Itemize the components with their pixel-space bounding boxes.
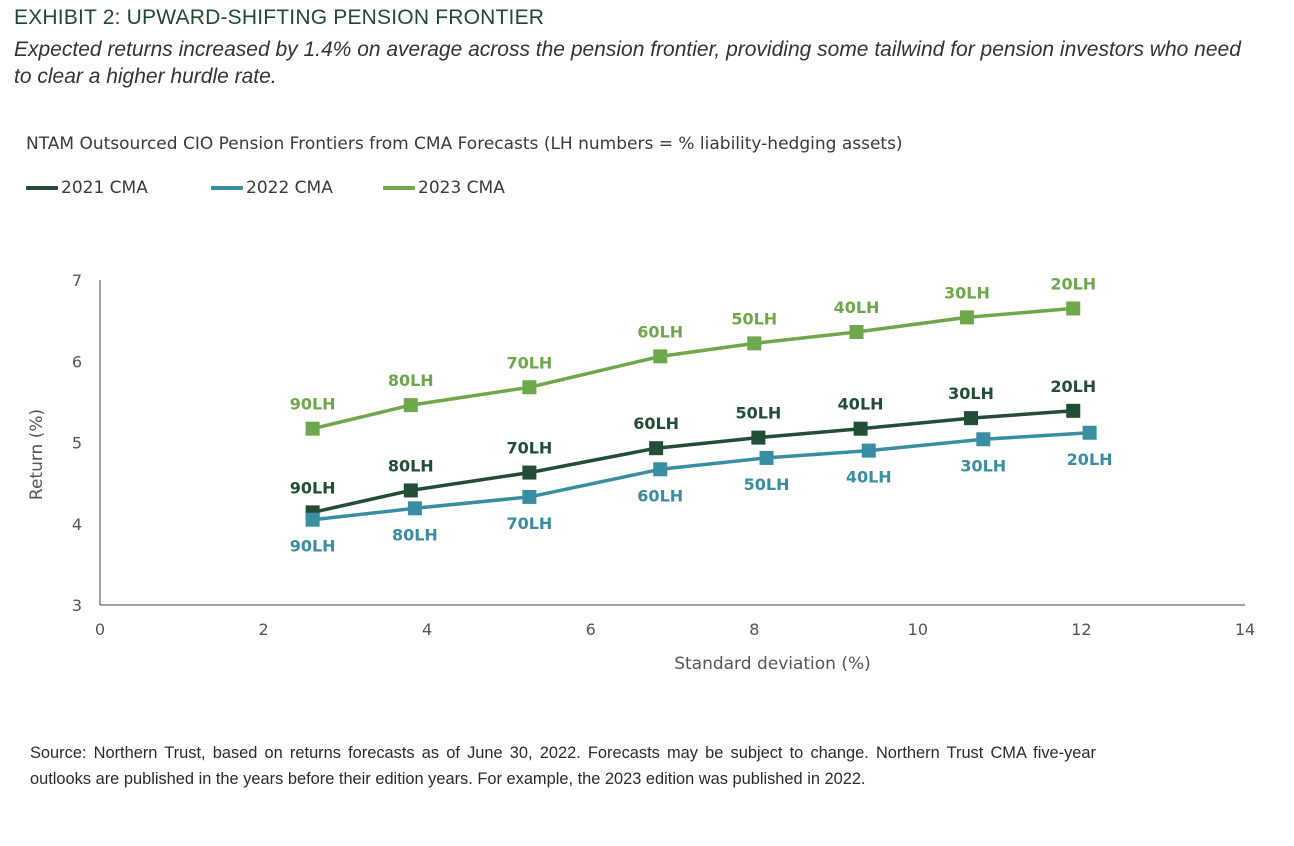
data-point-2023-cma [959, 310, 974, 325]
x-tick-label: 10 [908, 620, 928, 639]
data-label-2021-cma: 70LH [506, 439, 552, 458]
data-label-2021-cma: 40LH [838, 395, 884, 414]
data-label-2022-cma: 30LH [960, 456, 1006, 475]
series-line-2022-cma [312, 431, 1090, 522]
data-point-2022-cma [653, 462, 668, 477]
data-point-2022-cma [407, 501, 422, 516]
data-label-2023-cma: 30LH [944, 283, 990, 302]
data-point-2021-cma [522, 465, 537, 480]
data-point-2022-cma [759, 450, 774, 465]
data-label-2022-cma: 60LH [637, 486, 683, 505]
series-line-2023-cma [312, 306, 1074, 431]
data-point-2021-cma [1066, 403, 1081, 418]
data-point-2022-cma [1082, 425, 1097, 440]
data-point-2021-cma [403, 483, 418, 498]
series-line-2021-cma [312, 409, 1074, 515]
y-tick-label: 7 [72, 271, 82, 290]
data-point-2021-cma [751, 430, 766, 445]
data-label-2022-cma: 90LH [290, 537, 336, 556]
legend-label-2023: 2023 CMA [418, 178, 505, 198]
data-point-2023-cma [522, 380, 537, 395]
legend-label-2022: 2022 CMA [246, 178, 333, 198]
data-label-2023-cma: 50LH [731, 309, 777, 328]
data-label-2022-cma: 40LH [846, 468, 892, 487]
data-point-2021-cma [964, 411, 979, 426]
data-label-2022-cma: 20LH [1067, 450, 1113, 469]
y-tick-label: 4 [72, 515, 82, 534]
data-label-2023-cma: 60LH [637, 322, 683, 341]
legend-item-2021: 2021 CMA [26, 178, 148, 198]
x-tick-label: 12 [1071, 620, 1091, 639]
data-point-2023-cma [747, 336, 762, 351]
legend-swatch-2022 [211, 186, 243, 190]
data-label-2022-cma: 70LH [506, 514, 552, 533]
x-tick-label: 2 [258, 620, 268, 639]
legend-item-2023: 2023 CMA [383, 178, 505, 198]
x-tick-label: 0 [95, 620, 105, 639]
legend-item-2022: 2022 CMA [211, 178, 333, 198]
data-label-2023-cma: 70LH [506, 353, 552, 372]
y-tick-label: 3 [72, 596, 82, 615]
x-tick-label: 6 [586, 620, 596, 639]
source-note: Source: Northern Trust, based on returns… [30, 744, 1096, 788]
x-tick-label: 14 [1235, 620, 1255, 639]
data-label-2022-cma: 80LH [392, 525, 438, 544]
data-point-2023-cma [403, 398, 418, 413]
data-point-2022-cma [305, 512, 320, 527]
legend-label-2021: 2021 CMA [61, 178, 148, 198]
data-label-2023-cma: 40LH [834, 298, 880, 317]
data-label-2023-cma: 90LH [290, 395, 336, 414]
chart-plot: 0 2 4 6 8 10 12 14 3 4 5 6 7 Standard deviation (%) Re… [27, 271, 1255, 674]
x-axis-title: Standard deviation (%) [674, 654, 871, 674]
data-point-2023-cma [849, 325, 864, 339]
data-label-2021-cma: 20LH [1050, 377, 1096, 396]
data-point-2023-cma [1066, 301, 1081, 316]
data-label-2023-cma: 20LH [1050, 274, 1096, 293]
exhibit-subtitle: Expected returns increased by 1.4% on av… [14, 38, 1241, 88]
data-point-2022-cma [861, 443, 876, 458]
data-label-2022-cma: 50LH [744, 475, 790, 494]
data-label-2023-cma: 80LH [388, 371, 434, 390]
data-point-2023-cma [305, 421, 320, 436]
legend-swatch-2023 [383, 186, 415, 190]
data-label-2021-cma: 80LH [388, 456, 434, 475]
data-point-2021-cma [649, 441, 664, 456]
y-tick-label: 5 [72, 434, 82, 453]
legend-swatch-2021 [26, 186, 58, 190]
data-point-2022-cma [522, 489, 537, 504]
data-label-2021-cma: 50LH [735, 404, 781, 423]
data-label-2021-cma: 90LH [290, 478, 336, 497]
data-label-2021-cma: 30LH [948, 384, 994, 403]
chart-title: NTAM Outsourced CIO Pension Frontiers fr… [26, 134, 903, 154]
data-label-2021-cma: 60LH [633, 414, 679, 433]
data-point-2021-cma [853, 421, 868, 436]
data-point-2022-cma [976, 432, 991, 447]
x-tick-label: 4 [422, 620, 432, 639]
y-tick-label: 6 [72, 352, 82, 371]
y-axis-title: Return (%) [27, 409, 47, 500]
x-tick-label: 8 [749, 620, 759, 639]
data-point-2023-cma [653, 349, 668, 364]
exhibit-title: EXHIBIT 2: UPWARD-SHIFTING PENSION FRONT… [14, 6, 545, 29]
